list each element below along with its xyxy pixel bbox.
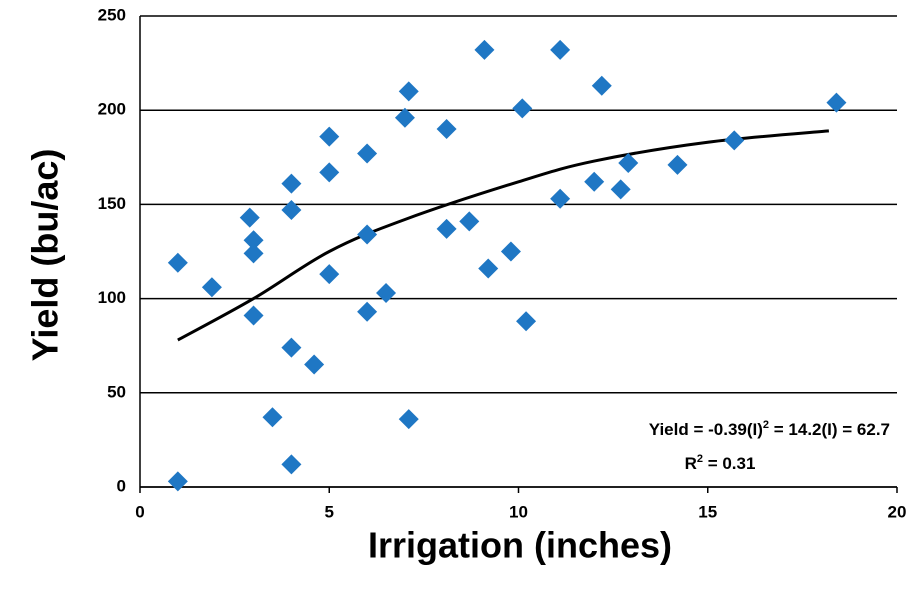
equation-part: = 14.2(I) = 62.7 <box>769 420 890 439</box>
x-axis-title: Irrigation (inches) <box>368 525 672 566</box>
data-point <box>512 98 533 119</box>
data-point <box>376 282 397 303</box>
data-point <box>357 143 378 164</box>
data-point <box>826 92 847 113</box>
data-point <box>436 119 457 140</box>
data-point <box>459 211 480 232</box>
data-point <box>281 337 302 358</box>
data-point <box>667 154 688 175</box>
data-point <box>167 252 188 273</box>
y-tick-label: 50 <box>107 382 126 401</box>
data-point <box>319 162 340 183</box>
y-axis-title: Yield (bu/ac) <box>25 149 66 362</box>
data-point <box>516 311 537 332</box>
data-point <box>239 207 260 228</box>
equation-part: Yield = -0.39(I) <box>649 420 763 439</box>
data-point <box>550 188 571 209</box>
equation-exponent: 2 <box>763 419 769 431</box>
y-tick-label: 200 <box>98 100 126 119</box>
data-point <box>724 130 745 151</box>
data-point <box>610 179 631 200</box>
data-point <box>500 241 521 262</box>
data-point <box>243 243 264 264</box>
data-point <box>243 230 264 251</box>
x-tick-label: 15 <box>698 502 717 521</box>
data-point <box>304 354 325 375</box>
data-point <box>584 171 605 192</box>
data-point <box>167 471 188 492</box>
y-tick-label: 250 <box>98 5 126 24</box>
r-squared-part: R <box>685 454 697 473</box>
trend-equation: Yield = -0.39(I)2 = 14.2(I) = 62.7 <box>649 419 890 440</box>
data-point <box>394 107 415 128</box>
x-tick-label: 5 <box>325 502 334 521</box>
data-point <box>357 301 378 322</box>
x-tick-label: 10 <box>509 502 528 521</box>
trendline <box>177 129 830 342</box>
data-point <box>281 173 302 194</box>
data-point <box>281 454 302 475</box>
data-point <box>281 200 302 221</box>
y-tick-label: 0 <box>117 476 126 495</box>
data-point <box>398 409 419 430</box>
data-point <box>398 81 419 102</box>
data-point <box>243 305 264 326</box>
r-squared-part: = 0.31 <box>703 454 755 473</box>
data-point <box>262 407 283 428</box>
x-tick-label: 0 <box>135 502 144 521</box>
y-tick-label: 100 <box>98 288 126 307</box>
x-tick-label: 20 <box>888 502 907 521</box>
data-point <box>618 152 639 173</box>
r-squared-exponent: 2 <box>697 453 703 465</box>
data-point <box>550 39 571 60</box>
data-point <box>478 258 499 279</box>
r-squared: R2 = 0.31 <box>685 453 756 474</box>
data-point <box>201 277 222 298</box>
data-point <box>591 75 612 96</box>
data-point <box>474 39 495 60</box>
data-point <box>319 126 340 147</box>
y-tick-label: 150 <box>98 194 126 213</box>
data-point <box>436 218 457 239</box>
data-point <box>319 264 340 285</box>
data-point <box>357 224 378 245</box>
